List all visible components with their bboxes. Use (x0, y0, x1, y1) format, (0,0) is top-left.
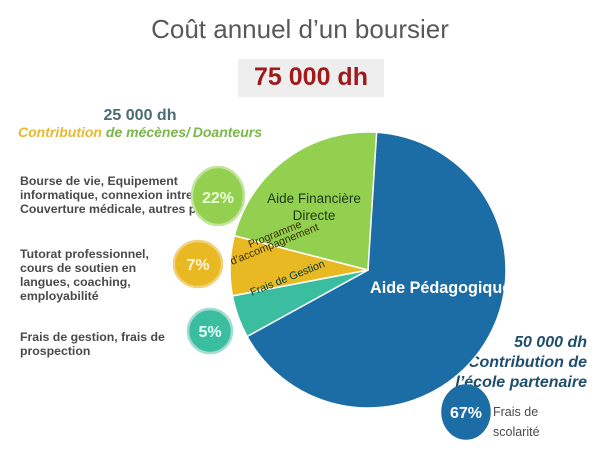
svg-text:5%: 5% (198, 324, 221, 341)
svg-text:22%: 22% (202, 190, 234, 207)
svg-text:Aide Pédagogique: Aide Pédagogique (370, 279, 511, 297)
svg-text:Aide Financière: Aide Financière (267, 191, 361, 206)
svg-text:7%: 7% (186, 257, 209, 274)
svg-text:67%: 67% (450, 405, 482, 422)
